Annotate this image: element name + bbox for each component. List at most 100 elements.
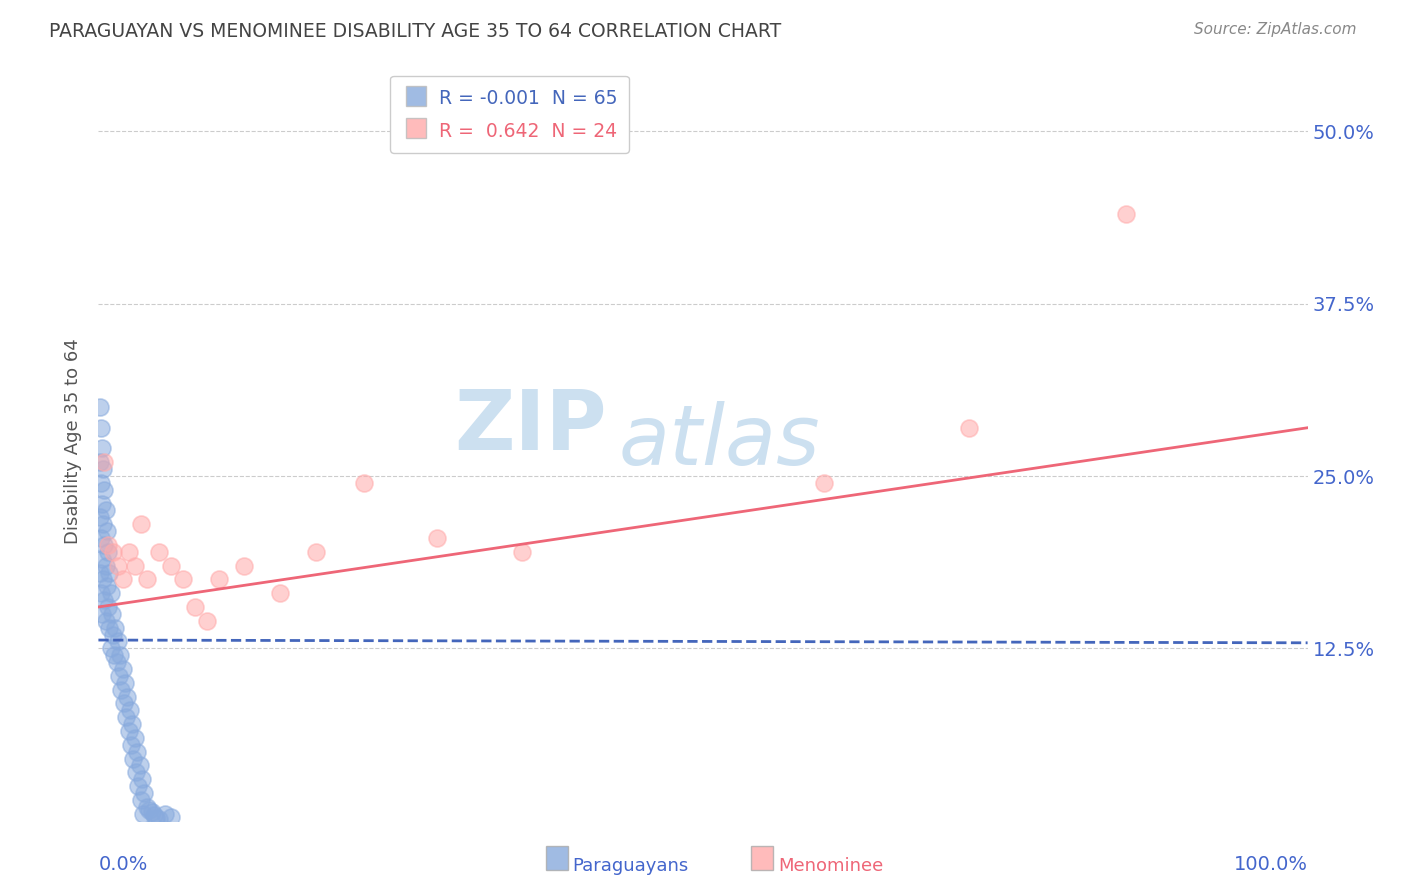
Point — [118, 724, 141, 739]
Point — [195, 614, 218, 628]
Point — [127, 745, 149, 759]
Point — [426, 531, 449, 545]
Point — [93, 593, 115, 607]
Point — [232, 558, 254, 573]
Point — [100, 607, 122, 621]
Point — [91, 497, 114, 511]
Text: 0.0%: 0.0% — [98, 855, 148, 874]
Point — [97, 545, 120, 559]
Point — [89, 400, 111, 414]
Point — [148, 812, 170, 826]
Point — [107, 634, 129, 648]
Point — [134, 786, 156, 800]
Point — [90, 421, 112, 435]
Point — [108, 669, 131, 683]
Text: Source: ZipAtlas.com: Source: ZipAtlas.com — [1194, 22, 1357, 37]
Point — [148, 545, 170, 559]
Point — [128, 758, 150, 772]
Point — [129, 793, 152, 807]
Point — [100, 641, 122, 656]
Point — [91, 607, 114, 621]
Point — [93, 538, 115, 552]
Point — [115, 710, 138, 724]
FancyBboxPatch shape — [546, 846, 568, 870]
Point — [127, 779, 149, 793]
Point — [269, 586, 291, 600]
Point — [94, 614, 117, 628]
Point — [172, 573, 194, 587]
Point — [91, 551, 114, 566]
Point — [98, 621, 121, 635]
Point — [89, 510, 111, 524]
Point — [103, 648, 125, 663]
Text: Paraguayans: Paraguayans — [572, 857, 689, 875]
Point — [957, 421, 980, 435]
Point — [107, 558, 129, 573]
Point — [105, 655, 128, 669]
Y-axis label: Disability Age 35 to 64: Disability Age 35 to 64 — [65, 339, 83, 544]
Point — [1115, 207, 1137, 221]
Point — [129, 517, 152, 532]
Point — [305, 545, 328, 559]
Point — [111, 573, 134, 587]
Point — [91, 462, 114, 476]
Point — [135, 800, 157, 814]
Point — [184, 599, 207, 614]
Point — [90, 586, 112, 600]
Point — [813, 475, 835, 490]
Point — [135, 573, 157, 587]
Point — [120, 738, 142, 752]
Point — [118, 703, 141, 717]
Point — [208, 573, 231, 587]
Point — [118, 545, 141, 559]
Legend: R = -0.001  N = 65, R =  0.642  N = 24: R = -0.001 N = 65, R = 0.642 N = 24 — [391, 76, 628, 153]
Point — [121, 717, 143, 731]
Point — [101, 545, 124, 559]
Point — [110, 682, 132, 697]
Point — [89, 455, 111, 469]
Point — [122, 751, 145, 765]
Point — [96, 524, 118, 538]
Point — [97, 538, 120, 552]
Point — [114, 675, 136, 690]
Point — [131, 772, 153, 787]
Point — [98, 566, 121, 580]
Point — [104, 621, 127, 635]
Point — [112, 697, 135, 711]
Point — [125, 765, 148, 780]
Point — [93, 455, 115, 469]
Point — [141, 805, 163, 820]
Point — [160, 809, 183, 823]
Point — [90, 531, 112, 545]
Point — [353, 475, 375, 490]
Point — [138, 803, 160, 817]
Point — [111, 662, 134, 676]
Point — [89, 566, 111, 580]
Point — [97, 599, 120, 614]
Point — [117, 690, 139, 704]
Point — [101, 627, 124, 641]
Point — [91, 442, 114, 456]
FancyBboxPatch shape — [751, 846, 773, 870]
Point — [96, 579, 118, 593]
Text: 100.0%: 100.0% — [1233, 855, 1308, 874]
Point — [145, 811, 167, 825]
Point — [124, 558, 146, 573]
Point — [143, 808, 166, 822]
Point — [160, 558, 183, 573]
Point — [94, 503, 117, 517]
Point — [94, 558, 117, 573]
Point — [108, 648, 131, 663]
Text: ZIP: ZIP — [454, 386, 606, 467]
Point — [91, 573, 114, 587]
Point — [100, 586, 122, 600]
Point — [90, 475, 112, 490]
Point — [124, 731, 146, 745]
Text: atlas: atlas — [619, 401, 820, 482]
Point — [132, 806, 155, 821]
Point — [91, 517, 114, 532]
Text: Menominee: Menominee — [778, 857, 883, 875]
Point — [93, 483, 115, 497]
Point — [153, 806, 176, 821]
Text: PARAGUAYAN VS MENOMINEE DISABILITY AGE 35 TO 64 CORRELATION CHART: PARAGUAYAN VS MENOMINEE DISABILITY AGE 3… — [49, 22, 782, 41]
